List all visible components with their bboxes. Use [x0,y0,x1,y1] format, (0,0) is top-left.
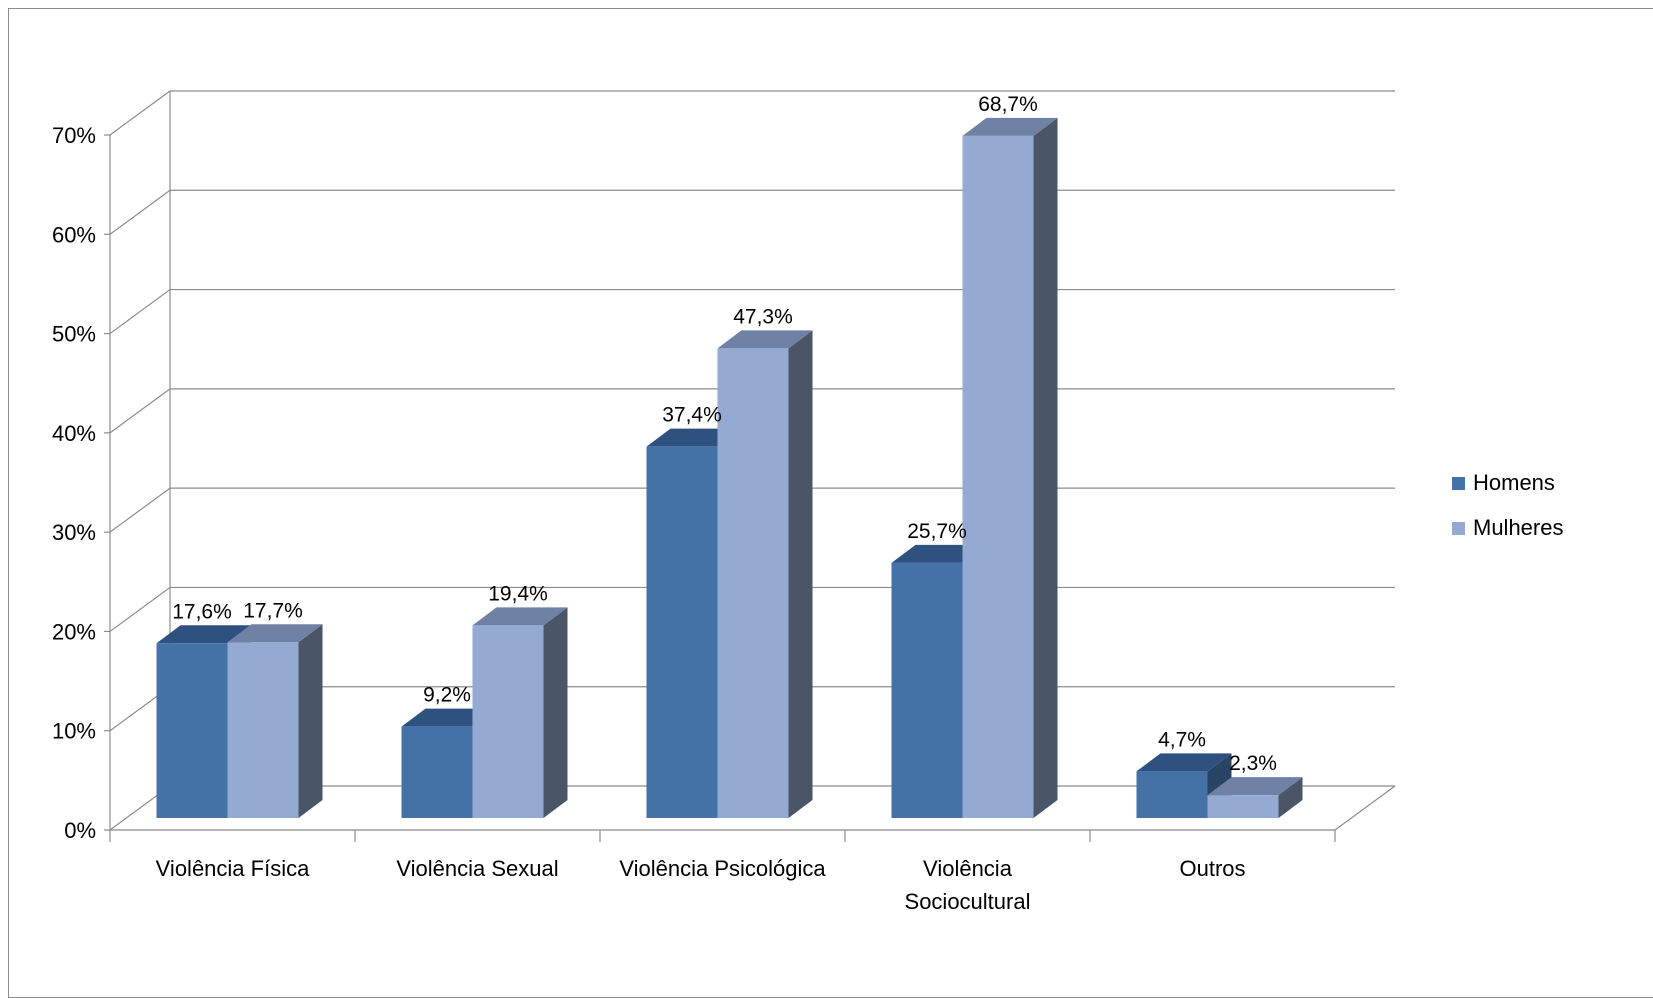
bar-homens [646,446,718,818]
data-label-homens: 4,7% [1158,728,1206,751]
data-label-mulheres: 19,4% [488,582,548,605]
data-label-homens: 37,4% [662,404,722,427]
bar-top-mulheres [962,117,1058,136]
y-tick-label: 70% [52,123,96,148]
y-tick-label: 30% [52,520,96,545]
legend-swatch-homens [1452,476,1465,490]
bar-mulheres [472,625,544,818]
bar-homens [401,726,473,818]
data-label-mulheres: 68,7% [978,93,1038,116]
gridline [109,90,1395,136]
data-label-mulheres: 47,3% [733,305,793,328]
bar-side-mulheres [788,330,813,818]
data-label-homens: 9,2% [423,684,471,707]
bars [156,117,1303,818]
data-label-homens: 17,6% [172,600,232,623]
y-tick-label: 50% [52,322,96,347]
bar-homens [1136,771,1208,818]
x-tick-label: Violência Física [156,856,310,881]
y-tick-label: 20% [52,619,96,644]
bar-side-mulheres [543,607,568,818]
bar-top-mulheres [472,607,568,626]
bar-mulheres [717,348,789,818]
legend: Homens Mulheres [1452,468,1563,558]
x-tick-label: Violência Sexual [396,856,558,881]
x-tick-label: Violência Sociocultural [905,856,1031,914]
legend-label-mulheres: Mulheres [1473,515,1564,540]
y-tick-label: 10% [52,719,96,744]
bar-top-mulheres [1207,777,1303,796]
chart-frame [8,8,1653,998]
x-tick-label: Outros [1179,856,1245,881]
legend-item-mulheres: Mulheres [1452,513,1563,543]
legend-item-homens: Homens [1452,468,1563,498]
data-label-homens: 25,7% [907,520,967,543]
bar-side-mulheres [1278,777,1303,818]
data-label-mulheres: 17,7% [243,599,303,622]
y-tick-label: 40% [52,421,96,446]
data-label-mulheres: 2,3% [1229,752,1277,775]
bar-homens [156,643,228,818]
y-tick-label: 60% [52,222,96,247]
x-tick-label: Violência Psicológica [619,856,826,881]
legend-label-homens: Homens [1473,470,1555,495]
bar-side-mulheres [1033,117,1058,818]
bar-mulheres [1207,795,1279,818]
bar-side-mulheres [298,624,323,818]
bar-top-homens [156,625,252,644]
bar-top-mulheres [717,330,813,349]
gridline [109,189,1395,235]
bar-mulheres [227,642,299,818]
bar-top-mulheres [227,624,323,643]
bar-top-homens [1136,753,1232,772]
legend-swatch-mulheres [1452,521,1465,535]
labels: 0% 10% 20% 30% 40% 50% 60% 70% Violência Física V… [52,93,1277,914]
y-tick-label: 0% [64,818,96,843]
bar-mulheres [962,135,1034,818]
bar-homens [891,562,963,818]
